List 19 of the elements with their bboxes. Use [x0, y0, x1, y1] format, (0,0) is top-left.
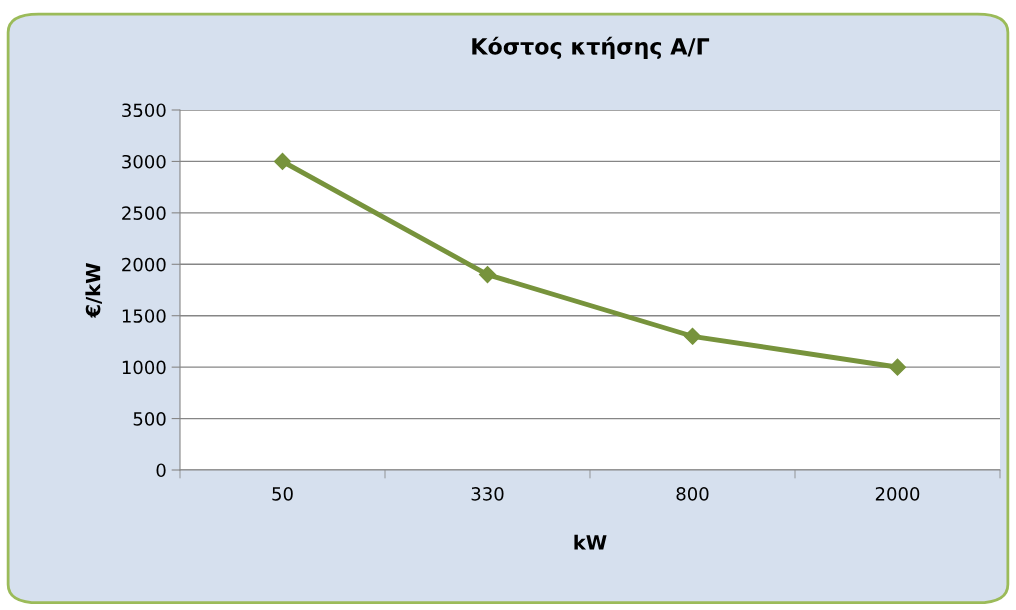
y-axis-title: €/kW — [85, 263, 102, 318]
chart-title: Κόστος κτήσης Α/Γ — [472, 36, 710, 60]
x-axis-title: kW — [574, 534, 607, 550]
x-tick-label: 330 — [471, 486, 504, 501]
x-tick-label: 800 — [676, 486, 709, 501]
point — [888, 358, 907, 376]
y-tick-label: 3000 — [122, 154, 166, 169]
y-tick-label: 1500 — [122, 309, 166, 323]
point — [683, 327, 702, 345]
y-tick-label: 500 — [133, 412, 166, 426]
y-tick-label: 2000 — [122, 257, 166, 272]
y-tick-label: 2500 — [122, 206, 166, 220]
y-tick-label: 1000 — [122, 360, 166, 375]
y-tick-label: 3500 — [122, 103, 166, 118]
point — [273, 152, 292, 170]
x-tick-label: 50 — [272, 486, 293, 501]
y-tick-label: 0 — [156, 463, 166, 478]
point — [478, 266, 497, 284]
x-tick-label: 2000 — [875, 486, 920, 501]
